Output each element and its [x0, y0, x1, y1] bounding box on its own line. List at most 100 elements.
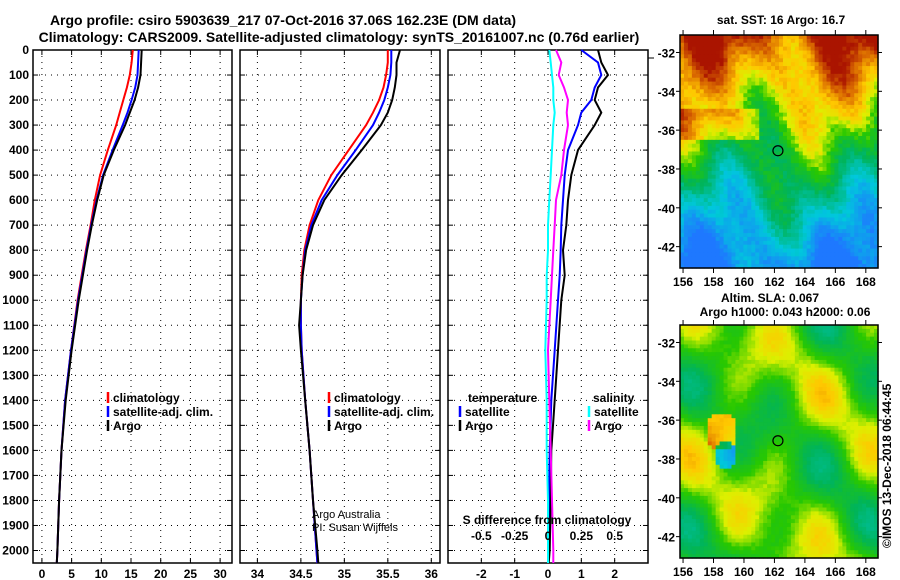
map-cell [874, 264, 879, 269]
map-cell [802, 336, 808, 342]
map-cell [743, 244, 748, 250]
map-cell [866, 352, 871, 357]
map-cell [731, 182, 737, 188]
map-cell [699, 260, 705, 265]
map-cell [786, 62, 792, 67]
map-cell [767, 170, 772, 176]
map-cell [842, 410, 847, 415]
map-cell [771, 256, 776, 261]
map-cell [870, 128, 875, 133]
map-cell [810, 240, 816, 246]
map-cell [751, 248, 756, 254]
map-cell [755, 178, 760, 184]
map-cell [830, 217, 836, 222]
map-cell [695, 367, 701, 373]
map-cell [858, 167, 863, 172]
map-cell [830, 209, 836, 215]
map-cell [798, 128, 804, 133]
map-cell [822, 163, 828, 168]
map-cell [763, 352, 768, 357]
map-cell [739, 128, 744, 133]
map-cell [866, 174, 871, 180]
map-cell [771, 77, 776, 83]
map-cell [683, 441, 689, 446]
map-cell [826, 159, 832, 164]
map-cell [699, 155, 705, 160]
map-cell [695, 198, 701, 203]
map-cell [838, 205, 843, 211]
map-cell [802, 35, 808, 40]
map-cell [794, 398, 800, 404]
map-cell [715, 73, 721, 79]
map-cell [798, 104, 804, 110]
map-cell [822, 38, 828, 44]
map-cell [699, 221, 705, 226]
map-cell [695, 352, 701, 357]
map-cell [711, 139, 717, 145]
map-cell [723, 406, 729, 412]
map-cell [775, 73, 780, 79]
map-cell [759, 379, 764, 384]
map-cell [691, 201, 697, 207]
map-cell [755, 42, 760, 48]
map-cell [735, 449, 740, 454]
map-cell [870, 363, 875, 369]
map-cell [810, 328, 816, 334]
map-cell [854, 58, 859, 63]
map-cell [830, 363, 836, 369]
map-cell [826, 151, 832, 156]
map-cell [790, 383, 796, 388]
map-cell [687, 402, 693, 408]
map-cell [711, 62, 717, 67]
map-cell [695, 363, 701, 369]
map-cell [731, 104, 737, 110]
map-cell [715, 379, 721, 384]
map-cell [874, 240, 879, 246]
map-cell [759, 233, 764, 238]
map-cell [735, 445, 740, 450]
map-cell [846, 85, 851, 90]
map-cell [790, 371, 796, 377]
map-cell [699, 213, 705, 219]
map-cell [687, 46, 693, 52]
map-cell [862, 414, 867, 419]
map-cell [830, 73, 836, 79]
map-cell [826, 38, 832, 44]
map-cell [822, 256, 828, 261]
map-cell [842, 205, 847, 211]
map-cell [779, 124, 784, 129]
map-cell [755, 174, 760, 180]
map-cell [858, 201, 863, 207]
map-cell [806, 418, 812, 423]
x-tick-label: 0 [545, 567, 552, 580]
map-cell [874, 248, 879, 254]
map-cell [719, 332, 725, 338]
map-cell [775, 233, 780, 238]
map-cell [846, 38, 851, 44]
map-cell [771, 62, 776, 67]
map-cell [743, 441, 748, 446]
map-cell [755, 62, 760, 67]
map-cell [806, 352, 812, 357]
map-cell [699, 387, 705, 392]
map-cell [703, 348, 709, 353]
map-cell [782, 391, 788, 396]
map-cell [695, 135, 701, 141]
map-cell [790, 391, 796, 396]
map-cell [723, 89, 729, 94]
map-cell [862, 248, 867, 254]
map-cell [747, 236, 752, 242]
map-cell [798, 367, 804, 373]
map-cell [782, 256, 788, 261]
map-cell [830, 112, 836, 118]
map-cell [798, 225, 804, 230]
map-cell [830, 186, 836, 191]
map-cell [786, 58, 792, 63]
map-cell [703, 147, 709, 153]
map-cell [802, 128, 808, 133]
map-cell [707, 194, 713, 199]
map-cell [798, 379, 804, 384]
map-cell [751, 344, 756, 349]
map-cell [782, 348, 788, 353]
map-cell [830, 167, 836, 172]
